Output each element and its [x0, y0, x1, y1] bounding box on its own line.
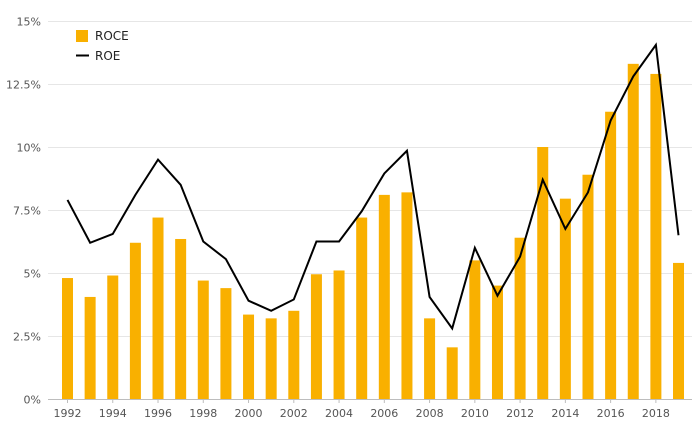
- y-tick-label: 15%: [17, 16, 41, 29]
- roce-bar: [175, 238, 187, 399]
- roce-bar: [197, 280, 209, 399]
- roe-line: [66, 42, 680, 331]
- x-tick-label: 2002: [280, 407, 308, 420]
- x-tick-label: 2018: [642, 407, 670, 420]
- y-tick-label: 2.5%: [13, 331, 41, 344]
- y-tick-label: 7.5%: [13, 205, 41, 218]
- roce-bar: [310, 274, 322, 399]
- x-tick-label: 2012: [506, 407, 534, 420]
- x-tick-label: 2010: [461, 407, 489, 420]
- roce-bar: [605, 111, 617, 399]
- roce-bar: [514, 237, 526, 399]
- roce-bar: [129, 242, 141, 399]
- x-tick-label: 2006: [370, 407, 398, 420]
- x-tick-label: 1992: [54, 407, 82, 420]
- y-tick-label: 10%: [17, 142, 41, 155]
- x-tick-label: 1996: [144, 407, 172, 420]
- legend-swatch-roce: [76, 30, 88, 42]
- roce-bar: [356, 217, 368, 399]
- y-axis: 0% 2.5% 5% 7.5% 10% 12.5% 15%: [6, 16, 41, 407]
- roce-bar: [559, 198, 571, 399]
- roce-bar: [469, 260, 481, 399]
- roce-bar: [582, 174, 594, 399]
- y-tick-label: 5%: [24, 268, 41, 281]
- roce-bar: [378, 194, 390, 399]
- x-tick-label: 2000: [235, 407, 263, 420]
- y-tick-label: 0%: [24, 394, 41, 407]
- grid-lines: [48, 21, 692, 400]
- roce-bar: [401, 192, 413, 399]
- legend-label-roce: ROCE: [95, 29, 129, 43]
- x-axis: 1992 1994 1996 1998 2000 2002 2004 2006 2008 2010…: [54, 399, 670, 420]
- roce-bar: [446, 347, 458, 399]
- x-tick-label: 2004: [325, 407, 353, 420]
- roce-bar: [650, 73, 662, 400]
- x-tick-label: 2014: [551, 407, 579, 420]
- roce-bar: [288, 310, 300, 399]
- roce-bars: [62, 63, 685, 400]
- roce-bar: [84, 296, 96, 399]
- roe-line-group: [66, 42, 680, 331]
- roce-bar: [152, 217, 164, 399]
- roce-bar: [424, 318, 436, 399]
- roce-bar: [265, 318, 277, 399]
- y-tick-label: 12.5%: [6, 79, 41, 92]
- roce-bar: [333, 270, 345, 399]
- x-tick-label: 1998: [189, 407, 217, 420]
- roce-bar: [62, 278, 73, 399]
- roce-bar: [243, 314, 255, 399]
- legend-label-roe: ROE: [95, 49, 120, 63]
- roce-bar: [491, 285, 503, 399]
- roce-bar: [673, 262, 685, 399]
- legend: ROCE ROE: [76, 29, 129, 63]
- roce-bar: [107, 275, 119, 399]
- x-tick-label: 2016: [597, 407, 625, 420]
- roce-bar: [537, 147, 549, 399]
- roce-bar: [220, 288, 232, 399]
- roce-bar: [627, 63, 639, 400]
- x-tick-label: 2008: [416, 407, 444, 420]
- x-tick-label: 1994: [99, 407, 127, 420]
